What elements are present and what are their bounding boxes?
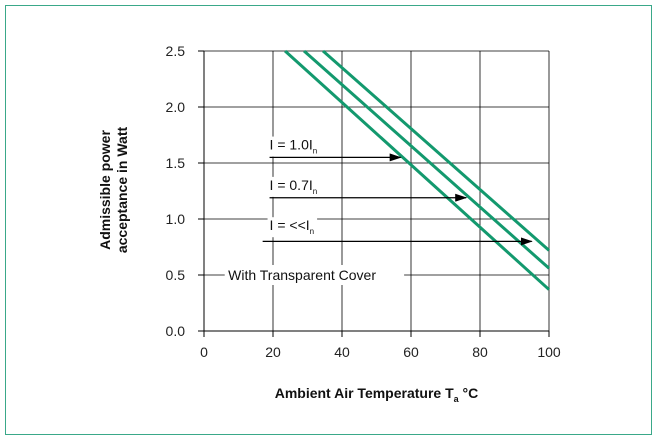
y-tick-label-0.5: 0.5: [166, 267, 186, 283]
x-axis-label-main: Ambient Air Temperature T: [275, 385, 454, 401]
x-tick-label-60: 60: [403, 344, 419, 360]
series-lines: [284, 49, 551, 291]
series-line-1: [284, 49, 551, 291]
y-tick-labels: 0.0 0.5 1.0 1.5 2.0 2.5: [166, 43, 186, 339]
y-tick-label-2.5: 2.5: [166, 43, 186, 59]
y-axis-label-line1: Admissible power: [97, 130, 113, 250]
figure-frame: [5, 5, 652, 435]
x-tick-labels: 0 20 40 60 80 100: [200, 344, 561, 360]
y-tick-label-1.5: 1.5: [166, 155, 186, 171]
annotation-label-1: I = 1.0In: [270, 137, 318, 156]
annotation-bg-1: [267, 136, 321, 157]
x-axis-label-unit: °C: [459, 385, 479, 401]
annotation-label-3: I = <<In: [270, 217, 315, 236]
annotation-bg-2: [267, 176, 321, 197]
x-tick-label-100: 100: [537, 344, 561, 360]
y-tick-label-0.0: 0.0: [166, 323, 186, 339]
y-tick-label-1.0: 1.0: [166, 211, 186, 227]
x-axis-label: Ambient Air Temperature Ta °C: [275, 385, 479, 404]
current-annotations: I = 1.0In I = 0.7In I = <<In: [262, 136, 533, 246]
series-line-3: [322, 49, 550, 252]
y-axis-label-line2: acceptance in Watt: [114, 127, 130, 254]
y-axis-label: Admissible power acceptance in Watt: [97, 127, 130, 254]
annotation-label-2: I = 0.7In: [270, 177, 318, 196]
grid: [204, 50, 550, 331]
x-tick-label-0: 0: [200, 344, 208, 360]
annotation-bg-3: [267, 217, 318, 238]
y-tick-label-2.0: 2.0: [166, 99, 186, 115]
note-group: With Transparent Cover: [224, 265, 405, 285]
note-background: [224, 265, 405, 285]
note-with-transparent-cover: With Transparent Cover: [228, 267, 376, 283]
axes: [198, 50, 550, 337]
x-axis-label-sub: a: [454, 394, 460, 404]
x-tick-label-80: 80: [472, 344, 488, 360]
series-line-2: [303, 49, 550, 270]
x-tick-label-20: 20: [265, 344, 281, 360]
x-tick-label-40: 40: [334, 344, 350, 360]
